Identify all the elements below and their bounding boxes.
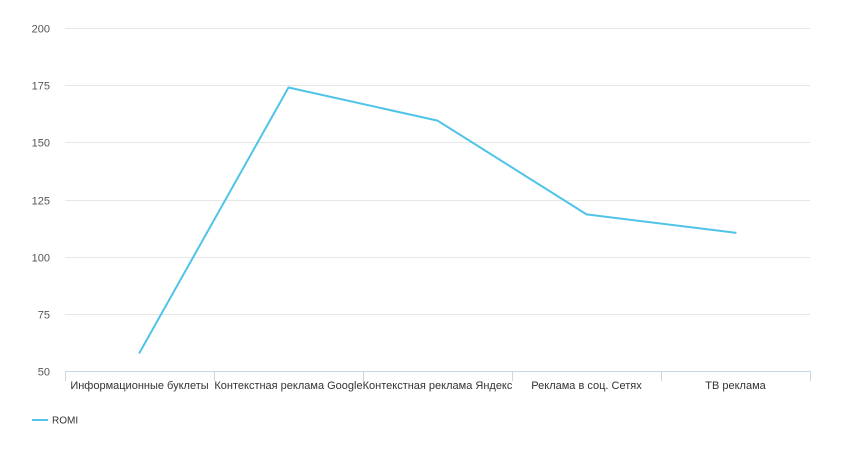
x-tick-label: ТВ реклама bbox=[705, 380, 766, 392]
legend-item-romi[interactable]: ROMI bbox=[32, 416, 78, 427]
data-point[interactable] bbox=[585, 213, 588, 216]
y-tick-label: 125 bbox=[32, 196, 50, 208]
data-point[interactable] bbox=[436, 119, 439, 122]
series-line-romi[interactable] bbox=[138, 86, 737, 354]
x-axis bbox=[65, 371, 811, 381]
data-point[interactable] bbox=[138, 351, 141, 354]
x-tick-label: Контекстная реклама Google bbox=[214, 380, 362, 392]
x-tick-label: Реклама в соц. Сетях bbox=[531, 380, 642, 392]
legend-label: ROMI bbox=[52, 416, 78, 427]
y-tick-label: 175 bbox=[32, 81, 50, 93]
y-tick-label: 200 bbox=[32, 24, 50, 36]
series-layer bbox=[138, 86, 737, 354]
data-point[interactable] bbox=[734, 231, 737, 234]
grid-lines bbox=[65, 28, 810, 315]
y-tick-label: 100 bbox=[32, 253, 50, 265]
x-tick-label: Информационные буклеты bbox=[70, 380, 208, 392]
x-tick-label: Контекстная реклама Яндекс bbox=[363, 380, 513, 392]
y-tick-label: 150 bbox=[32, 138, 50, 150]
y-tick-label: 75 bbox=[38, 310, 50, 322]
y-axis-labels: 50 75 100 125 150 175 200 bbox=[32, 24, 50, 379]
legend[interactable]: ROMI bbox=[32, 416, 78, 427]
y-tick-label: 50 bbox=[38, 367, 50, 379]
x-axis-labels: Информационные буклеты Контекстная реклам… bbox=[70, 380, 766, 392]
data-point[interactable] bbox=[287, 86, 290, 89]
